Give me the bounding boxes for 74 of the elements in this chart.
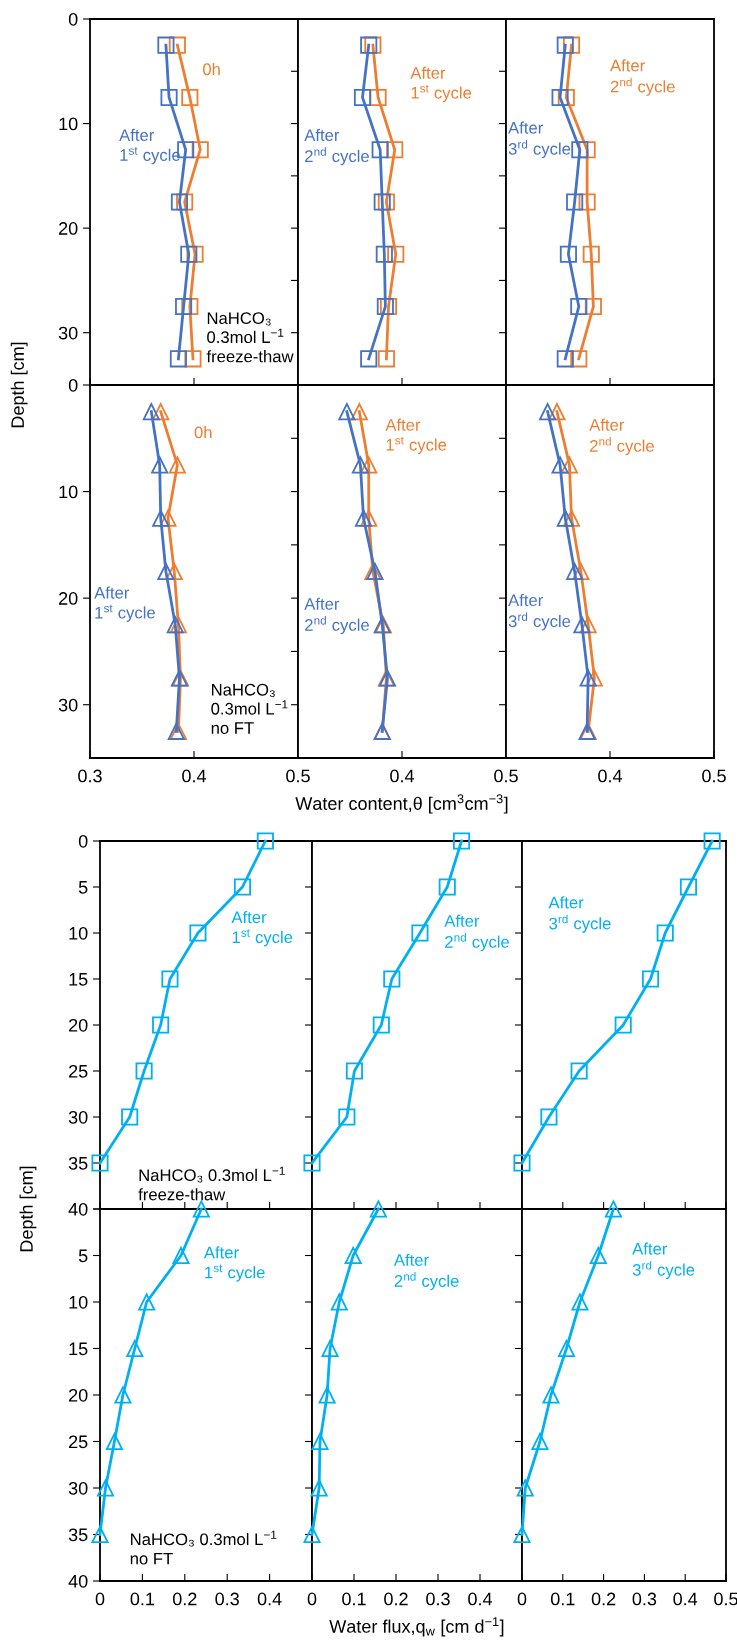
y-tick-label: 25: [69, 1064, 88, 1078]
x-axis-title: Water flux,q$_{w}$ [cm d$^{−1}$]: [329, 1617, 504, 1637]
y-tick-label: 10: [59, 485, 78, 499]
y-axis-title: Depth [cm]: [19, 1166, 37, 1252]
y-tick-label: 0: [68, 12, 78, 26]
annotation: NaHCO₃ 0.3mol L$^{−1}$ freeze-thaw: [206, 312, 294, 363]
series-label: After 3$^{rd}$ cycle: [632, 1242, 695, 1280]
x-tick-label: 0.5: [286, 769, 310, 783]
series-label: After 1$^{st}$ cycle: [94, 586, 155, 622]
series-label: After 2$^{nd}$ cycle: [304, 597, 369, 635]
y-tick-label: 10: [59, 117, 78, 131]
x-tick-label: 0.2: [384, 1592, 408, 1606]
text: After 3$^{rd}$ cycle: [548, 896, 611, 933]
series-label: After 3$^{rd}$ cycle: [508, 121, 571, 159]
series-label: After 1$^{st}$ cycle: [410, 66, 472, 103]
y-tick-label: 0: [78, 834, 88, 848]
x-tick-label: 0.3: [215, 1592, 239, 1606]
x-tick-label: 0.4: [598, 769, 623, 783]
y-tick-label: 30: [58, 698, 78, 712]
x-tick-label: 0.2: [172, 1592, 197, 1606]
series-label: After 2$^{nd}$ cycle: [444, 914, 509, 952]
x-tick-label: 0.3: [426, 1592, 450, 1606]
y-tick-label: 10: [69, 926, 88, 940]
y-tick-label: 35: [68, 1528, 88, 1542]
text: NaHCO₃ 0.3mol L$^{−1}$ freeze-thaw: [138, 1166, 285, 1201]
series-label: After 1$^{st}$ cycle: [231, 910, 293, 947]
text: NaHCO₃ 0.3mol L$^{−1}$ no FT: [211, 683, 288, 734]
x-tick-label: 0: [307, 1592, 317, 1606]
y-tick-label: 30: [68, 1481, 88, 1495]
y-tick-label: 0: [68, 378, 78, 392]
y-tick-label: 30: [58, 326, 78, 340]
x-tick-label: 0.1: [130, 1592, 155, 1606]
x-tick-label: 0.4: [390, 769, 415, 783]
y-tick-label: 40: [68, 1202, 88, 1216]
text: NaHCO₃ 0.3mol L$^{−1}$ no FT: [130, 1530, 277, 1565]
y-axis-title: Depth [cm]: [10, 342, 28, 428]
x-tick-label: 0.1: [342, 1592, 366, 1606]
y-tick-label: 30: [68, 1110, 88, 1124]
y-tick-label: 5: [78, 1249, 88, 1263]
x-tick-label: 0.2: [591, 1592, 616, 1606]
x-tick-label: 0: [517, 1592, 527, 1606]
series-label: After 2$^{nd}$ cycle: [304, 128, 369, 166]
y-tick-label: 20: [69, 1388, 88, 1402]
x-tick-label: 0.4: [257, 1592, 282, 1606]
series-label: After 2$^{nd}$ cycle: [610, 59, 675, 96]
y-tick-label: 20: [69, 1018, 88, 1032]
x-tick-label: 0.5: [494, 769, 518, 783]
y-tick-label: 20: [59, 592, 78, 605]
y-tick-label: 15: [69, 1342, 88, 1356]
series-label: 0h: [202, 62, 220, 76]
y-tick-label: 5: [78, 881, 88, 894]
y-tick-label: 35: [68, 1156, 88, 1170]
x-tick-label: 0.4: [468, 1592, 493, 1606]
x-tick-label: 0.4: [673, 1592, 698, 1606]
y-tick-label: 25: [69, 1435, 88, 1449]
y-tick-label: 10: [69, 1295, 88, 1309]
x-axis-title: Water content,θ [cm$^{3}$cm$^{−3}$]: [295, 794, 508, 814]
y-tick-label: 40: [68, 1574, 88, 1588]
series-label: 0h: [194, 426, 212, 439]
x-tick-label: 0.1: [550, 1592, 575, 1606]
x-tick-label: 0.4: [182, 769, 207, 783]
series-label: After 1$^{st}$ cycle: [203, 1246, 265, 1282]
x-tick-label: 0.5: [702, 769, 726, 783]
series-label: After 3$^{rd}$ cycle: [508, 593, 571, 631]
series-label: After 1$^{st}$ cycle: [385, 418, 447, 455]
series-label: After 2$^{nd}$ cycle: [589, 418, 654, 456]
x-tick-label: 0: [95, 1592, 105, 1606]
y-tick-label: 15: [69, 973, 88, 986]
x-tick-label: 0.5: [714, 1592, 737, 1606]
x-tick-label: 0.3: [632, 1592, 657, 1606]
text: After 2$^{nd}$ cycle: [393, 1253, 459, 1291]
series-label: After 1$^{st}$ cycle: [119, 128, 180, 165]
x-tick-label: 0.3: [78, 769, 102, 783]
y-tick-label: 20: [59, 222, 78, 235]
